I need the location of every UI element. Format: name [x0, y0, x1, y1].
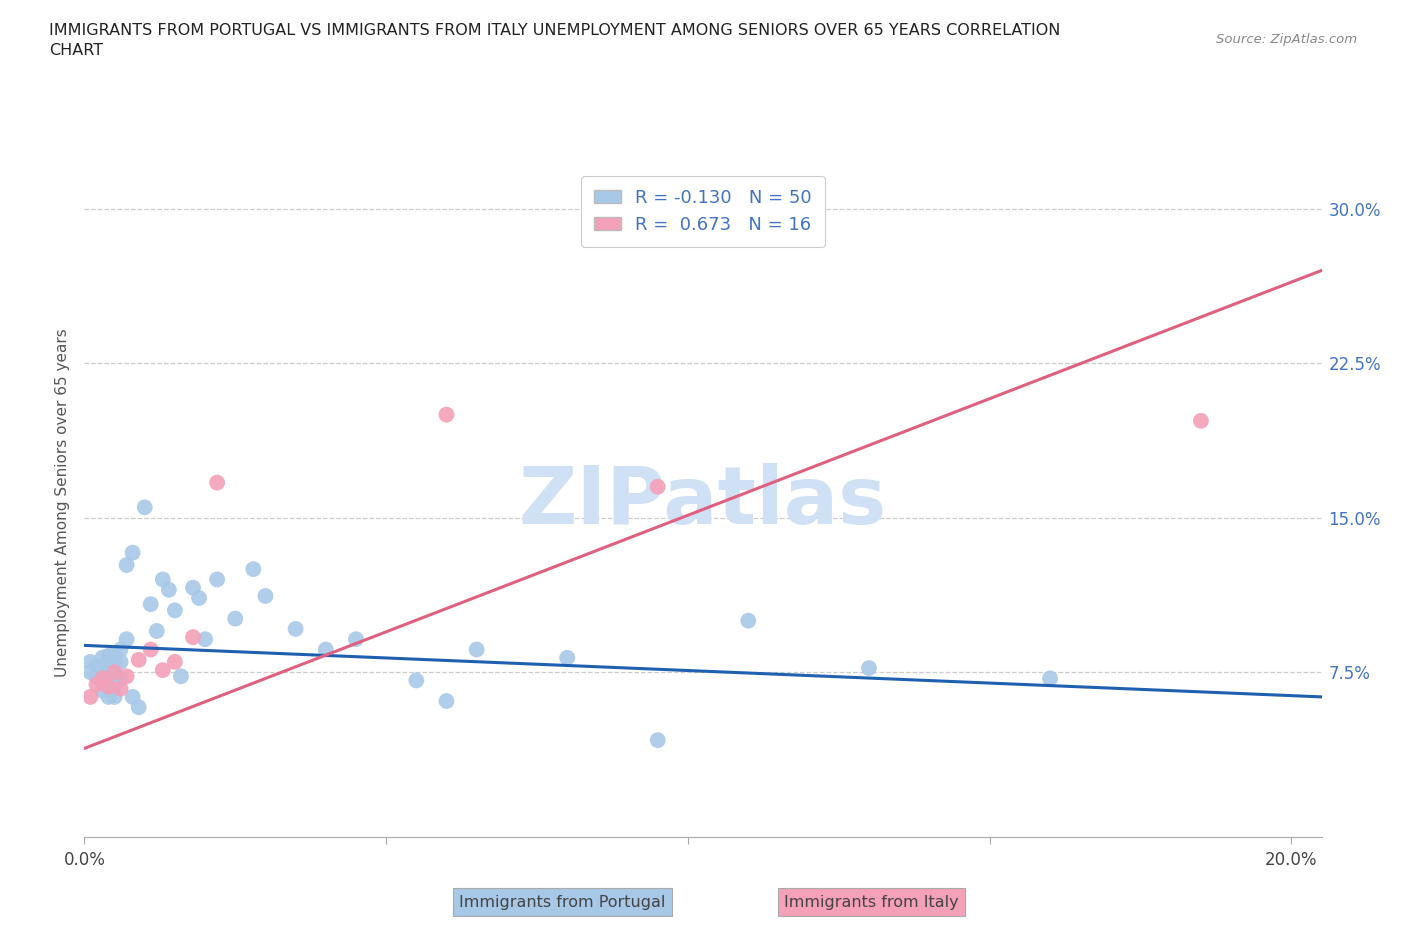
Point — [465, 642, 488, 657]
Y-axis label: Unemployment Among Seniors over 65 years: Unemployment Among Seniors over 65 years — [55, 328, 70, 677]
Point — [97, 679, 120, 694]
Point — [139, 642, 162, 657]
Text: IMMIGRANTS FROM PORTUGAL VS IMMIGRANTS FROM ITALY UNEMPLOYMENT AMONG SENIORS OVE: IMMIGRANTS FROM PORTUGAL VS IMMIGRANTS F… — [49, 23, 1060, 58]
Point — [86, 669, 108, 684]
Point — [115, 558, 138, 573]
Point — [284, 621, 307, 636]
Point — [97, 648, 120, 663]
Point — [737, 613, 759, 628]
Point — [103, 665, 125, 680]
Point — [647, 479, 669, 494]
Point — [152, 663, 174, 678]
Point — [858, 660, 880, 675]
Point — [103, 646, 125, 661]
Point — [163, 655, 186, 670]
Point — [1039, 671, 1062, 685]
Point — [647, 733, 669, 748]
Point — [128, 699, 150, 714]
Point — [103, 667, 125, 682]
Point — [181, 630, 204, 644]
Point — [139, 597, 162, 612]
Point — [194, 631, 217, 646]
Point — [181, 580, 204, 595]
Point — [555, 650, 578, 665]
Point — [110, 655, 132, 670]
Point — [436, 407, 458, 422]
Point — [91, 684, 114, 698]
Point — [97, 689, 120, 704]
Point — [170, 669, 193, 684]
Point — [315, 642, 337, 657]
Point — [103, 689, 125, 704]
Point — [205, 572, 228, 587]
Point — [205, 475, 228, 490]
Point — [146, 623, 169, 638]
Point — [103, 657, 125, 671]
Point — [91, 663, 114, 678]
Point — [242, 562, 264, 577]
Point — [163, 603, 186, 618]
Point — [115, 631, 138, 646]
Text: Immigrants from Portugal: Immigrants from Portugal — [460, 895, 665, 910]
Text: ZIPatlas: ZIPatlas — [519, 463, 887, 541]
Point — [86, 658, 108, 673]
Point — [224, 611, 246, 626]
Point — [254, 589, 277, 604]
Point — [110, 642, 132, 657]
Legend: R = -0.130   N = 50, R =  0.673   N = 16: R = -0.130 N = 50, R = 0.673 N = 16 — [581, 177, 825, 246]
Point — [110, 671, 132, 685]
Point — [86, 677, 108, 692]
Point — [128, 652, 150, 667]
Point — [134, 500, 156, 515]
Point — [79, 665, 101, 680]
Point — [121, 545, 143, 560]
Point — [1189, 413, 1212, 428]
Point — [97, 671, 120, 685]
Point — [110, 681, 132, 696]
Point — [152, 572, 174, 587]
Point — [436, 694, 458, 709]
Point — [121, 689, 143, 704]
Point — [91, 650, 114, 665]
Point — [79, 689, 101, 704]
Point — [97, 660, 120, 675]
Point — [115, 669, 138, 684]
Point — [157, 582, 180, 597]
Point — [103, 679, 125, 694]
Point — [188, 591, 211, 605]
Point — [91, 673, 114, 688]
Point — [91, 671, 114, 685]
Text: Source: ZipAtlas.com: Source: ZipAtlas.com — [1216, 33, 1357, 46]
Point — [344, 631, 367, 646]
Text: Immigrants from Italy: Immigrants from Italy — [785, 895, 959, 910]
Point — [79, 655, 101, 670]
Point — [405, 673, 427, 688]
